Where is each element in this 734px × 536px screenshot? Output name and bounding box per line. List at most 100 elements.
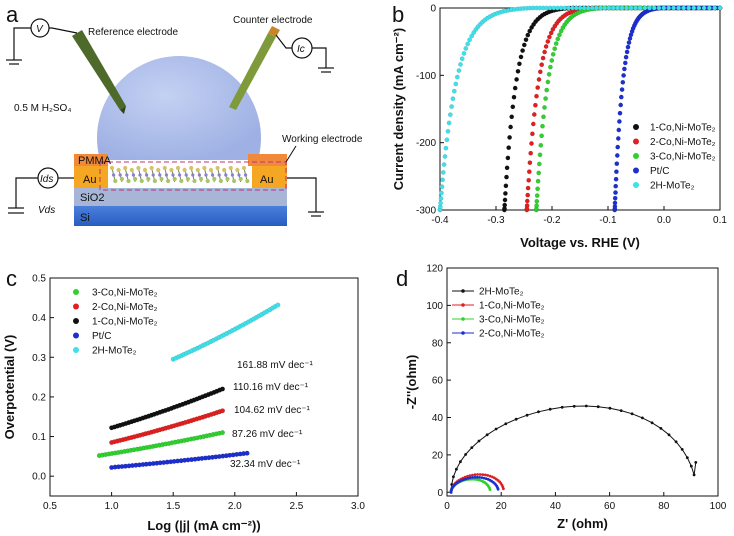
data-point bbox=[534, 203, 539, 209]
series-0 bbox=[96, 430, 225, 459]
sio2-layer bbox=[74, 188, 287, 206]
data-point bbox=[549, 58, 555, 63]
data-point bbox=[614, 153, 620, 158]
data-point bbox=[585, 5, 591, 11]
data-point bbox=[450, 96, 456, 102]
crystal-atom bbox=[151, 173, 155, 177]
data-point bbox=[647, 5, 652, 11]
data-point bbox=[514, 77, 519, 82]
data-point bbox=[543, 44, 549, 49]
data-point bbox=[534, 193, 540, 198]
data-point bbox=[508, 124, 513, 130]
data-point bbox=[689, 464, 693, 468]
series-4 bbox=[170, 302, 281, 362]
data-point bbox=[625, 44, 631, 50]
data-point bbox=[529, 141, 534, 146]
data-point bbox=[545, 79, 551, 85]
data-point bbox=[542, 49, 547, 55]
data-point bbox=[502, 487, 505, 491]
crystal-atom bbox=[178, 173, 182, 177]
series-3 bbox=[109, 450, 250, 470]
data-point bbox=[439, 184, 445, 190]
electrolyte-droplet bbox=[96, 56, 261, 161]
data-point bbox=[614, 169, 619, 175]
legend-label: Pt/C bbox=[650, 166, 669, 177]
data-point bbox=[464, 477, 468, 481]
crystal-atom bbox=[215, 165, 220, 171]
data-point bbox=[539, 62, 545, 68]
y-tick-label: 120 bbox=[426, 264, 443, 275]
x-tick-label: -0.1 bbox=[599, 215, 617, 226]
legend-marker bbox=[73, 289, 79, 295]
data-point bbox=[488, 488, 492, 491]
x-tick-label: 100 bbox=[710, 501, 727, 512]
ground-symbols bbox=[6, 59, 334, 217]
data-point bbox=[441, 162, 447, 167]
data-point bbox=[466, 476, 470, 480]
slope-annotation: 104.62 mV dec⁻¹ bbox=[234, 405, 311, 416]
data-point bbox=[633, 5, 638, 11]
data-point bbox=[618, 102, 624, 108]
data-point bbox=[503, 191, 508, 196]
y-axis-label: Overpotential (V) bbox=[2, 335, 17, 440]
data-point bbox=[618, 94, 624, 100]
data-point bbox=[442, 154, 448, 159]
data-point bbox=[581, 5, 587, 11]
data-point bbox=[686, 5, 692, 11]
data-point bbox=[503, 183, 509, 189]
series-4 bbox=[437, 5, 723, 213]
electrolyte-label: 0.5 M H₂SO₄ bbox=[14, 103, 71, 114]
data-point bbox=[572, 404, 576, 408]
crystal-atom bbox=[175, 165, 181, 171]
legend-marker bbox=[461, 331, 465, 335]
crystal-atom bbox=[202, 165, 207, 171]
crystal-atom bbox=[123, 165, 128, 171]
x-tick-label: 80 bbox=[658, 501, 670, 512]
data-point bbox=[511, 94, 517, 100]
crystal-atom bbox=[109, 165, 115, 171]
data-point bbox=[505, 155, 511, 161]
data-point bbox=[525, 413, 529, 417]
data-point bbox=[482, 476, 486, 480]
x-tick-label: -0.2 bbox=[543, 215, 561, 226]
x-tick-label: 2.5 bbox=[289, 501, 303, 512]
lsv-plot: -0.4 -0.3 -0.2 -0.1 0.0 0.1 0 -100 -200 -300 Volta… bbox=[391, 4, 727, 251]
crystal-atom bbox=[241, 165, 247, 171]
data-point bbox=[701, 5, 707, 11]
crystal-atom bbox=[113, 178, 118, 184]
data-point bbox=[459, 460, 462, 464]
x-tick-label: 0.0 bbox=[657, 215, 671, 226]
ids-meter bbox=[37, 167, 59, 189]
x-axis-label: Z' (ohm) bbox=[557, 516, 608, 531]
slope-annotation: 87.26 mV dec⁻¹ bbox=[232, 429, 303, 440]
data-point bbox=[443, 145, 449, 151]
data-point bbox=[470, 446, 474, 449]
data-point bbox=[539, 133, 544, 139]
reference-electrode-label: Reference electrode bbox=[88, 27, 178, 38]
data-point bbox=[455, 467, 458, 471]
data-point bbox=[478, 476, 481, 479]
data-point bbox=[667, 433, 671, 437]
x-tick-label: 0.1 bbox=[713, 215, 727, 226]
data-point bbox=[626, 40, 632, 45]
data-point bbox=[584, 404, 588, 408]
si-label: Si bbox=[80, 212, 90, 224]
data-point bbox=[530, 121, 536, 127]
data-point bbox=[525, 192, 531, 198]
panel-label-d: d bbox=[396, 266, 408, 291]
crystal-atom bbox=[149, 165, 154, 171]
data-point bbox=[440, 177, 445, 183]
data-point bbox=[612, 195, 618, 201]
crystal-atom bbox=[230, 173, 234, 177]
panel-label-a: a bbox=[6, 2, 19, 27]
reference-electrode bbox=[72, 30, 126, 110]
crystal-atom bbox=[152, 178, 157, 184]
data-point bbox=[637, 5, 643, 11]
x-tick-label: 20 bbox=[496, 501, 508, 512]
data-point bbox=[534, 93, 539, 99]
data-point bbox=[681, 5, 686, 11]
mote2-crystal-layer bbox=[109, 165, 250, 184]
data-point bbox=[220, 386, 225, 392]
pmma-label: PMMA bbox=[78, 155, 112, 167]
data-point bbox=[486, 474, 490, 477]
